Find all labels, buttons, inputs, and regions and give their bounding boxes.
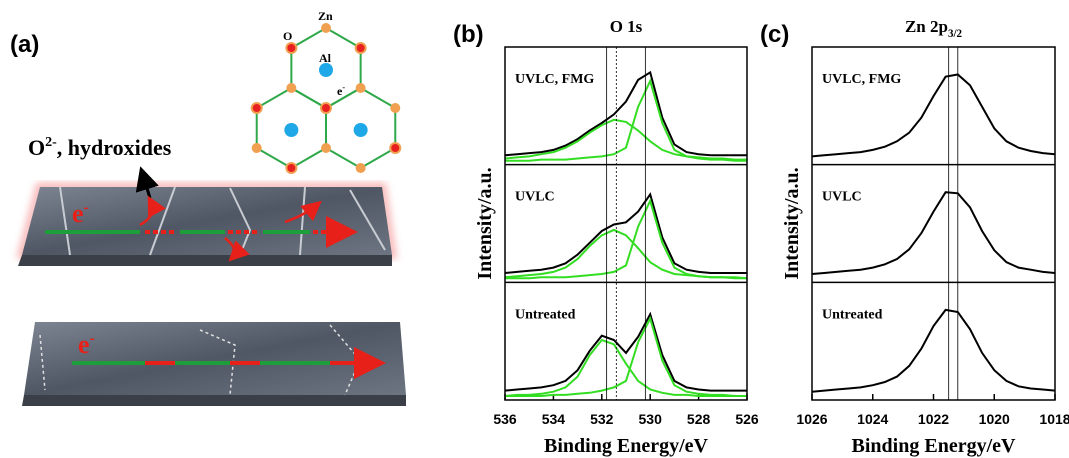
- charts: (b) O 1s Intensity/a.u. Binding Energy/eV 53…: [453, 17, 1069, 457]
- atom: [390, 103, 400, 113]
- atom: [286, 83, 296, 93]
- al-atom: [284, 123, 298, 137]
- lattice-label: e-: [337, 83, 345, 98]
- y-axis-label: Intensity/a.u.: [781, 167, 803, 279]
- lattice-label: Zn: [318, 9, 333, 23]
- text-part: O: [28, 135, 45, 160]
- atom: [356, 43, 366, 53]
- atom: [321, 143, 331, 153]
- subplot-label: UVLC, FMG: [515, 72, 594, 87]
- x-tick-label: 1020: [979, 411, 1010, 427]
- panel-label: (c): [760, 21, 789, 48]
- lattice-label: O: [283, 29, 292, 43]
- atom: [252, 103, 262, 113]
- x-axis-label: Binding Energy/eV: [544, 435, 708, 457]
- x-tick-label: 530: [639, 411, 663, 427]
- x-axis-label: Binding Energy/eV: [852, 435, 1016, 457]
- lattice-label: Al: [319, 51, 332, 65]
- atom: [252, 143, 262, 153]
- x-tick-label: 526: [735, 411, 759, 427]
- spectrum: [505, 120, 747, 160]
- text-part: Zn 2p: [905, 17, 948, 36]
- panel-label: (b): [453, 21, 484, 48]
- atom: [286, 43, 296, 53]
- spectrum: [505, 230, 747, 278]
- spectrum: [505, 201, 747, 278]
- x-tick-label: 1026: [796, 411, 827, 427]
- text-part: -: [342, 83, 345, 92]
- panel-label: (a): [10, 31, 39, 58]
- text-part: e: [72, 199, 84, 228]
- slab-edge: [22, 395, 406, 406]
- lattice: [252, 23, 401, 173]
- x-tick-label: 1022: [918, 411, 949, 427]
- spectrum: [505, 81, 747, 161]
- plot-frame: [812, 47, 1055, 400]
- atom: [286, 163, 296, 173]
- text-part: -: [90, 330, 95, 347]
- annotation: O2-, hydroxides: [28, 135, 172, 160]
- chart-title: O 1s: [610, 17, 643, 36]
- x-tick-label: 536: [493, 411, 517, 427]
- x-tick-label: 534: [542, 411, 566, 427]
- text-part: e: [78, 330, 90, 359]
- al-atom: [319, 63, 333, 77]
- atom: [356, 163, 366, 173]
- slab-edge: [18, 255, 392, 266]
- text-part: -: [84, 199, 89, 216]
- atom: [390, 143, 400, 153]
- y-axis-label: Intensity/a.u.: [474, 167, 496, 279]
- panel-a: (a) Zn O Al e- O2-, hydroxides e- e-: [10, 9, 406, 406]
- text-part: , hydroxides: [57, 135, 172, 160]
- subplot-label: Untreated: [515, 307, 576, 322]
- atom: [321, 23, 331, 33]
- figure: (a) Zn O Al e- O2-, hydroxides e- e-: [0, 0, 1069, 458]
- x-tick-label: 532: [590, 411, 614, 427]
- subplot-label: Untreated: [822, 307, 883, 322]
- spectrum: [505, 194, 747, 273]
- al-atom: [354, 123, 368, 137]
- x-tick-label: 528: [687, 411, 711, 427]
- subplot-label: UVLC: [515, 190, 555, 205]
- atom: [356, 83, 366, 93]
- text-part: 3/2: [948, 28, 963, 40]
- x-tick-label: 1018: [1039, 411, 1069, 427]
- chart-title: Zn 2p3/2: [905, 17, 963, 40]
- subplot-label: UVLC, FMG: [822, 72, 901, 87]
- text-part: 2-: [45, 135, 57, 150]
- x-tick-label: 1024: [857, 411, 888, 427]
- atom: [321, 103, 331, 113]
- subplot-label: UVLC: [822, 190, 862, 205]
- spectrum: [505, 319, 747, 397]
